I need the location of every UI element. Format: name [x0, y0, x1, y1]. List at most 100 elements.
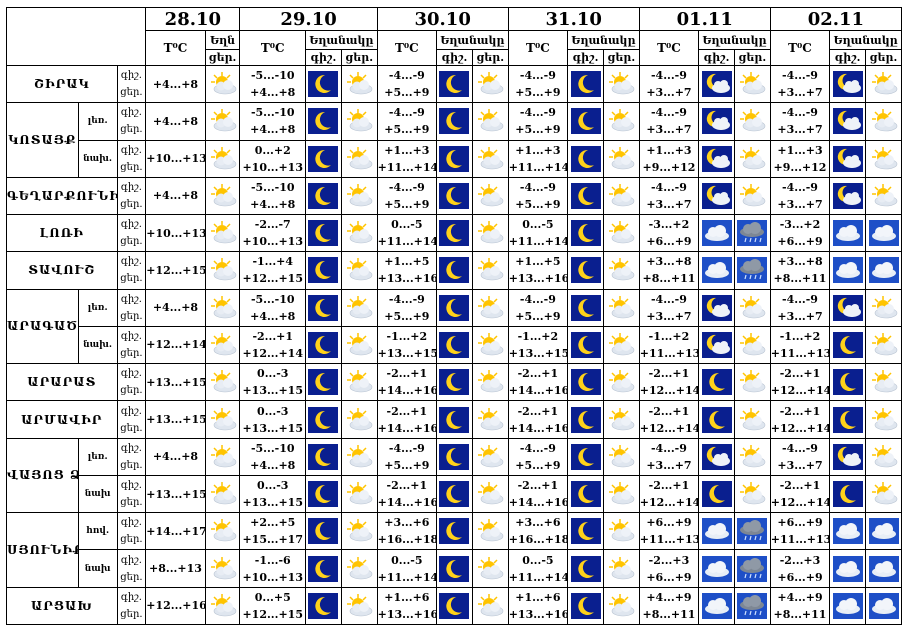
night-weather-cell [829, 214, 867, 253]
period-labels: գիշ. ցեր. [116, 176, 147, 216]
temperature-cell: +10...+13 [145, 139, 206, 178]
day-header: ցեր. [471, 49, 509, 66]
day-weather-cell [865, 214, 902, 253]
night-weather-cell [567, 437, 604, 476]
night-temp: -4...-9 [782, 441, 818, 455]
temperature-cell: -2...+1 +14...+16 [376, 474, 438, 514]
sun-cloud-icon [208, 444, 238, 470]
sun-cloud-icon [737, 108, 767, 134]
moon-icon [570, 294, 601, 321]
moon-icon [439, 555, 470, 582]
night-weather-cell [567, 176, 604, 216]
night-weather-cell [305, 251, 342, 290]
moon-cloud-icon [701, 145, 732, 172]
temperature-cell: +2...+5 +15...+17 [239, 512, 306, 551]
night-weather-cell [436, 64, 473, 104]
moon-icon [832, 369, 863, 396]
night-weather-cell [698, 549, 735, 588]
night-temp: 0...-3 [257, 404, 289, 418]
temperature-cell: 0...-3 +13...+15 [239, 363, 306, 402]
day-temp: +13...+16 [508, 272, 568, 286]
night-temp: -4...-9 [519, 69, 556, 83]
night-header: գիշ. [567, 49, 604, 66]
day-temp: +3...+7 [777, 197, 823, 211]
day-temp: +13...+15 [242, 496, 303, 510]
day-temp: +12...+15 [242, 272, 303, 286]
day-temp: +6...+9 [646, 235, 692, 249]
day-temp: +12...+14 [639, 384, 699, 398]
day-weather-cell [340, 139, 378, 178]
day-weather-cell [733, 549, 771, 588]
temperature-cell: +6...+9 +11...+13 [638, 512, 700, 551]
day-temp: +11...+14 [508, 160, 568, 174]
day-label: ցեր. [120, 459, 143, 471]
temperature-cell: +13...+15 [145, 400, 206, 439]
period-labels: գիշ. ցեր. [116, 586, 147, 626]
night-weather-cell [829, 437, 867, 476]
day-weather-cell [204, 139, 241, 178]
moon-icon [439, 145, 470, 172]
moon-icon [570, 145, 601, 172]
night-label: գիշ. [120, 405, 142, 417]
night-weather-cell [829, 363, 867, 402]
day-temp: +12...+14 [770, 496, 830, 510]
moon-icon [308, 555, 339, 582]
weather-header: Եղանակը [436, 30, 509, 50]
sun-cloud-icon [606, 71, 636, 97]
day-temp: +4...+8 [250, 309, 296, 323]
cloud-icon [832, 220, 863, 247]
temperature-cell: 0...-3 +13...+15 [239, 474, 306, 514]
night-temp: -5...-10 [250, 441, 295, 455]
temperature-cell: -2...+1 +12...+14 [769, 400, 831, 439]
night-temp: 0...-5 [391, 218, 423, 232]
date-header: 30.10 [376, 7, 509, 31]
day-temp: +14...+16 [377, 384, 437, 398]
day-temp: +11...+13 [639, 533, 699, 547]
day-weather-cell [340, 102, 378, 141]
temperature-cell: -2...+1 +12...+14 [239, 325, 306, 365]
day-temp: +8...+11 [642, 272, 696, 286]
moon-icon [832, 331, 863, 358]
night-label: գիշ. [120, 70, 142, 82]
day-temp: +12...+14 [639, 496, 699, 510]
day-weather-cell [602, 176, 640, 216]
night-weather-cell [436, 176, 473, 216]
period-labels: գիշ. ցեր. [116, 139, 147, 178]
day-weather-cell [340, 176, 378, 216]
corner-cell [5, 7, 147, 66]
night-temp: 0...-5 [391, 553, 423, 567]
region-name: ԿՈՏԱՅՔ [6, 102, 79, 178]
night-temp: -4...-9 [650, 441, 687, 455]
region-row: նախ. գիշ. ցեր. +10...+13 0...+2 +10...+13 +1..… [7, 139, 902, 178]
night-weather-cell [698, 437, 735, 476]
region-row: ԳԵՂԱՐՔՈՒՆԻՔգիշ. ցեր. +4...+8 -5...-10 +4...+… [6, 176, 902, 216]
sun-cloud-icon [475, 183, 505, 209]
night-weather-cell [829, 64, 867, 104]
temperature-cell: -2...+3 +6...+9 [769, 549, 831, 588]
temperature-cell: -2...-7 +10...+13 [239, 214, 306, 253]
day-weather-cell [471, 363, 509, 402]
sun-cloud-icon [606, 257, 636, 283]
day-temp: +3...+7 [646, 197, 692, 211]
sun-cloud-icon [344, 556, 374, 582]
day-temp: +5...+9 [515, 197, 561, 211]
sun-cloud-icon [737, 183, 767, 209]
sun-cloud-icon [475, 220, 505, 246]
sun-cloud-icon [606, 593, 636, 619]
night-temp: +1...+3 [515, 143, 561, 157]
night-weather-cell [829, 325, 867, 365]
day-weather-cell [204, 437, 241, 476]
night-weather-cell [305, 549, 342, 588]
temperature-cell: -2...+1 +14...+16 [507, 474, 569, 514]
day-weather-cell [204, 549, 241, 588]
night-weather-cell [698, 214, 735, 253]
night-temp: -4...-9 [650, 180, 687, 194]
day-weather-cell [865, 102, 902, 141]
temperature-cell: -1...+4 +12...+15 [239, 251, 306, 290]
sun-cloud-icon [869, 108, 899, 134]
period-labels: գիշ. ցեր. [116, 64, 147, 104]
sun-cloud-icon [475, 108, 505, 134]
night-weather-cell [829, 139, 867, 178]
day-temp: +9...+12 [773, 160, 827, 174]
night-header: գիշ. [305, 49, 342, 66]
